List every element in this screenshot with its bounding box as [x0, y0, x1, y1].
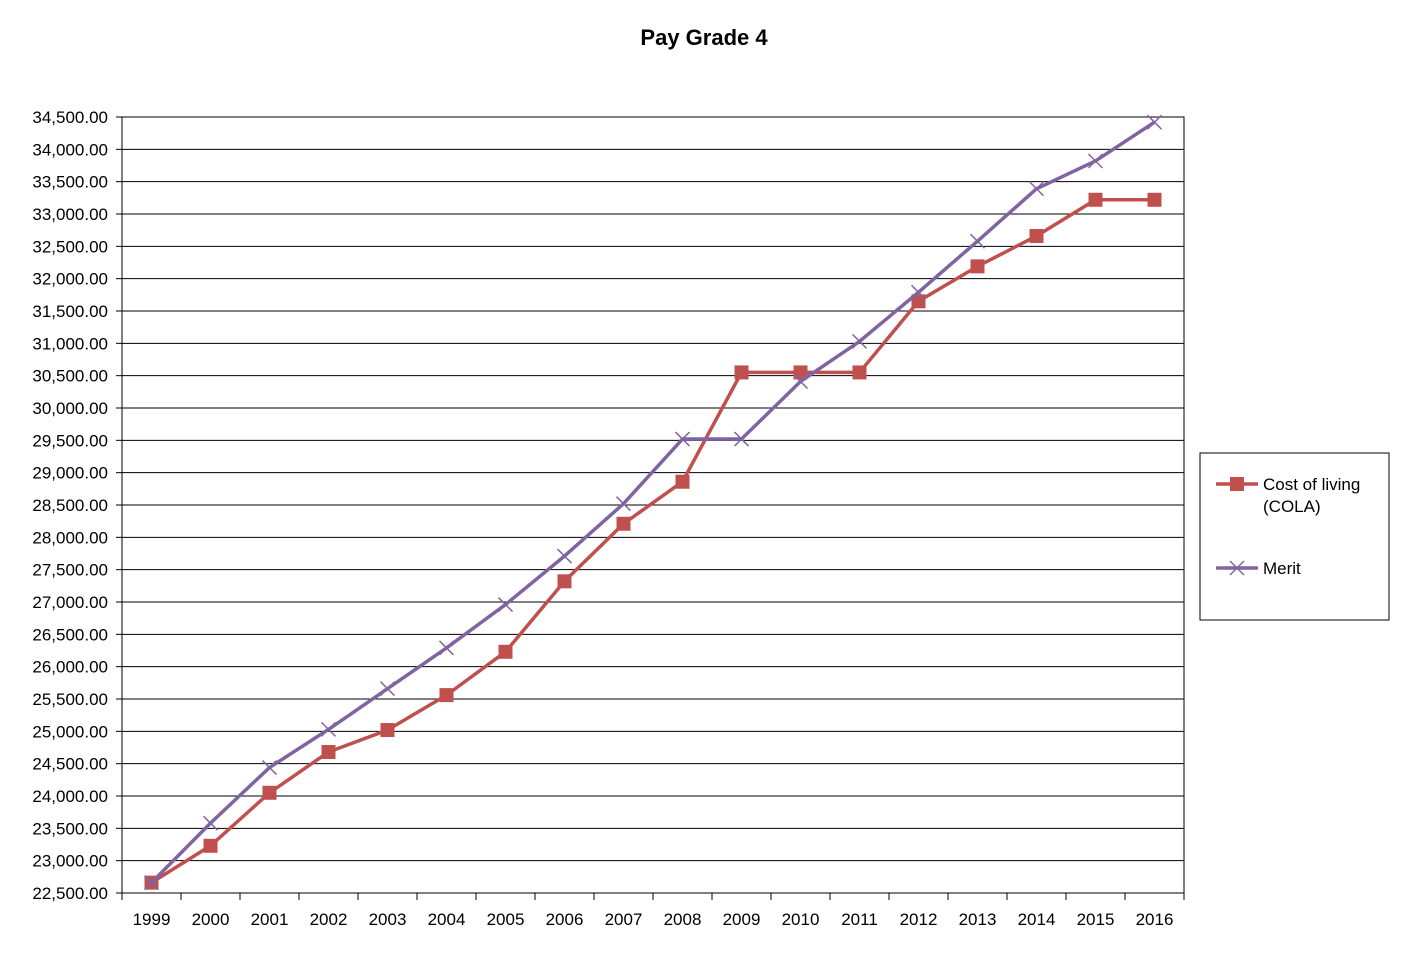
x-tick-label: 2006	[546, 910, 584, 929]
y-tick-label: 31,000.00	[32, 334, 108, 353]
y-tick-label: 33,000.00	[32, 205, 108, 224]
legend-label: Merit	[1263, 559, 1301, 578]
data-point	[1087, 153, 1104, 169]
x-tick-label: 2004	[428, 910, 466, 929]
x-tick-label: 2001	[251, 910, 289, 929]
data-point	[969, 233, 986, 249]
legend-label: (COLA)	[1263, 497, 1321, 516]
data-point	[379, 681, 396, 697]
legend: Cost of living (COLA) Merit	[1199, 452, 1390, 621]
data-point	[1028, 181, 1045, 197]
data-point	[497, 597, 514, 613]
y-tick-label: 32,000.00	[32, 270, 108, 289]
x-tick-label: 2005	[487, 910, 525, 929]
legend-entry: Merit	[1216, 559, 1301, 578]
y-tick-label: 28,500.00	[32, 496, 108, 515]
x-tick-label: 2013	[959, 910, 997, 929]
y-tick-label: 29,500.00	[32, 431, 108, 450]
y-tick-label: 25,000.00	[32, 722, 108, 741]
legend-marker	[1229, 560, 1245, 576]
data-point	[1147, 192, 1162, 207]
y-tick-label: 24,500.00	[32, 755, 108, 774]
data-point	[557, 574, 572, 589]
y-tick-label: 24,000.00	[32, 787, 108, 806]
data-point	[262, 785, 277, 800]
y-tick-label: 30,500.00	[32, 367, 108, 386]
y-tick-label: 34,000.00	[32, 140, 108, 159]
legend-marker	[1230, 477, 1244, 491]
data-point	[970, 259, 985, 274]
data-point	[852, 365, 867, 380]
data-point	[851, 333, 868, 349]
data-point	[1029, 228, 1044, 243]
x-axis-tick-labels: 1999 2000 2001 2002 2003 2004 2005 2006 2007 2008…	[133, 910, 1174, 929]
y-tick-label: 30,000.00	[32, 399, 108, 418]
data-point	[911, 294, 926, 309]
x-tick-label: 2002	[310, 910, 348, 929]
y-tick-label: 33,500.00	[32, 173, 108, 192]
data-point	[261, 760, 278, 776]
y-tick-label: 28,000.00	[32, 528, 108, 547]
data-point	[733, 431, 750, 447]
series-line	[150, 198, 1155, 885]
y-axis-tick-labels: 22,500.00 23,000.00 23,500.00 24,000.00 24,5…	[32, 108, 108, 903]
data-point	[675, 474, 690, 489]
data-point	[792, 373, 809, 390]
data-point	[793, 365, 808, 380]
data-point	[498, 644, 513, 659]
x-tick-label: 2012	[900, 910, 938, 929]
data-point	[616, 516, 631, 531]
data-point	[203, 838, 218, 853]
x-tick-label: 2008	[664, 910, 702, 929]
y-tick-label: 23,000.00	[32, 852, 108, 871]
legend-label: Cost of living	[1263, 475, 1360, 494]
legend-entry: Cost of living (COLA)	[1216, 475, 1360, 516]
data-point	[556, 548, 573, 564]
x-tick-label: 1999	[133, 910, 171, 929]
data-point	[1146, 114, 1163, 130]
y-tick-label: 23,500.00	[32, 819, 108, 838]
data-point	[143, 875, 160, 891]
x-tick-label: 2007	[605, 910, 643, 929]
data-point	[734, 365, 749, 380]
x-tick-label: 2011	[841, 910, 878, 929]
y-tick-label: 32,500.00	[32, 237, 108, 256]
data-point	[615, 496, 632, 512]
x-tick-label: 2015	[1077, 910, 1115, 929]
series-cola	[144, 192, 1162, 890]
data-point	[438, 640, 455, 656]
x-tick-label: 2003	[369, 910, 407, 929]
y-tick-label: 22,500.00	[32, 884, 108, 903]
y-tick-label: 27,000.00	[32, 593, 108, 612]
x-tick-label: 2009	[723, 910, 761, 929]
y-tick-label: 34,500.00	[32, 108, 108, 127]
data-point	[674, 431, 691, 447]
y-tick-label: 25,500.00	[32, 690, 108, 709]
x-tick-label: 2000	[192, 910, 230, 929]
series	[143, 114, 1163, 891]
gridlines	[116, 116, 1185, 900]
chart-title: Pay Grade 4	[640, 25, 768, 50]
y-tick-label: 31,500.00	[32, 302, 108, 321]
data-point	[910, 284, 927, 300]
plot-area-border	[121, 116, 1185, 894]
x-tick-label: 2014	[1018, 910, 1056, 929]
series-line	[150, 120, 1156, 884]
y-tick-label: 29,000.00	[32, 464, 108, 483]
y-tick-label: 26,500.00	[32, 625, 108, 644]
data-point	[202, 815, 219, 831]
data-point	[380, 723, 395, 738]
data-point	[321, 745, 336, 760]
data-point	[1088, 192, 1103, 207]
y-tick-label: 27,500.00	[32, 561, 108, 580]
y-tick-label: 26,000.00	[32, 658, 108, 677]
x-tick-label: 2016	[1136, 910, 1174, 929]
data-point	[439, 688, 454, 703]
series-merit	[143, 114, 1163, 891]
x-tick-label: 2010	[782, 910, 820, 929]
data-point	[320, 721, 337, 737]
